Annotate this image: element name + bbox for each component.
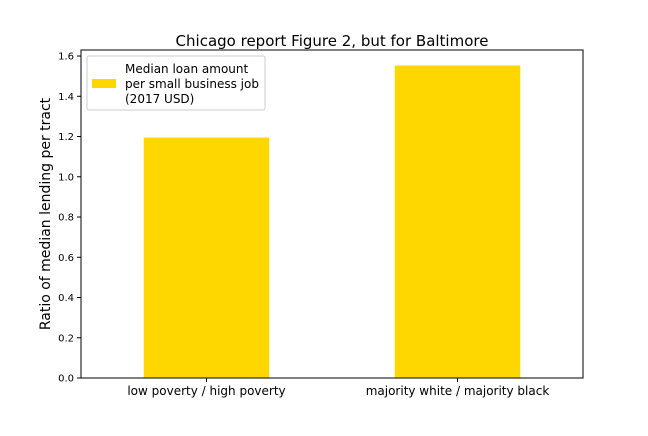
y-tick-label-7: 1.4 (58, 92, 74, 103)
legend-swatch (92, 79, 116, 88)
y-axis-label: Ratio of median lending per tract (38, 97, 54, 330)
legend-label-line-3: (2017 USD) (125, 92, 194, 106)
plot-frame (80, 49, 584, 379)
bar-1 (394, 65, 521, 378)
bars-layer (143, 65, 521, 378)
y-tick-label-4: 0.8 (58, 213, 74, 224)
y-tick-label-3: 0.6 (58, 253, 74, 264)
legend-label-line-2: per small business job (125, 77, 259, 91)
y-tick-label-6: 1.2 (58, 132, 74, 143)
x-category-labels: low poverty / high poverty majority white… (127, 378, 549, 398)
chart-title: Chicago report Figure 2, but for Baltimo… (176, 32, 489, 50)
x-category-label-1: majority white / majority black (366, 384, 550, 398)
x-category-label-0: low poverty / high poverty (127, 384, 285, 398)
y-ticks: 0.0 0.2 0.4 0.6 0.8 1.0 1.2 1.4 1.6 (58, 52, 81, 385)
y-tick-label-0: 0.0 (58, 374, 74, 385)
bar-0 (143, 137, 270, 378)
legend-box (86, 55, 266, 111)
legend: Median loan amount per small business jo… (86, 55, 266, 111)
y-tick-label-5: 1.0 (58, 172, 74, 183)
y-tick-label-2: 0.4 (58, 293, 74, 304)
y-tick-label-1: 0.2 (58, 333, 74, 344)
legend-label-line-1: Median loan amount (125, 62, 249, 76)
y-tick-label-8: 1.6 (58, 52, 74, 63)
